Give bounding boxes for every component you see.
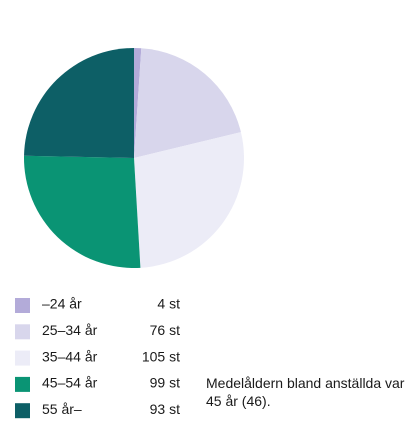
value-label: 99 st	[150, 375, 180, 391]
pie-slice	[24, 155, 141, 268]
annotation: Medelåldern bland anställda var 45 år (4…	[206, 375, 405, 409]
legend-label: 35–44 år	[42, 348, 98, 364]
value-label: 93 st	[150, 401, 180, 417]
value-label: 76 st	[150, 322, 180, 338]
value-label: 105 st	[142, 348, 180, 364]
pie-slice	[134, 48, 241, 159]
legend-swatch	[15, 376, 30, 392]
pie-slice	[134, 132, 244, 268]
pie-slice	[134, 48, 142, 158]
legend-swatch	[15, 403, 30, 419]
value-label: 4 st	[157, 296, 180, 312]
legend-swatch	[15, 350, 30, 366]
legend-label: 25–34 år	[42, 322, 98, 338]
legend-swatch	[15, 324, 30, 340]
legend-swatch	[15, 298, 30, 313]
legend-label: 45–54 år	[42, 375, 98, 391]
legend-label: –24 år	[42, 296, 82, 312]
pie-slice	[24, 48, 134, 158]
legend-label: 55 år–	[42, 401, 82, 417]
